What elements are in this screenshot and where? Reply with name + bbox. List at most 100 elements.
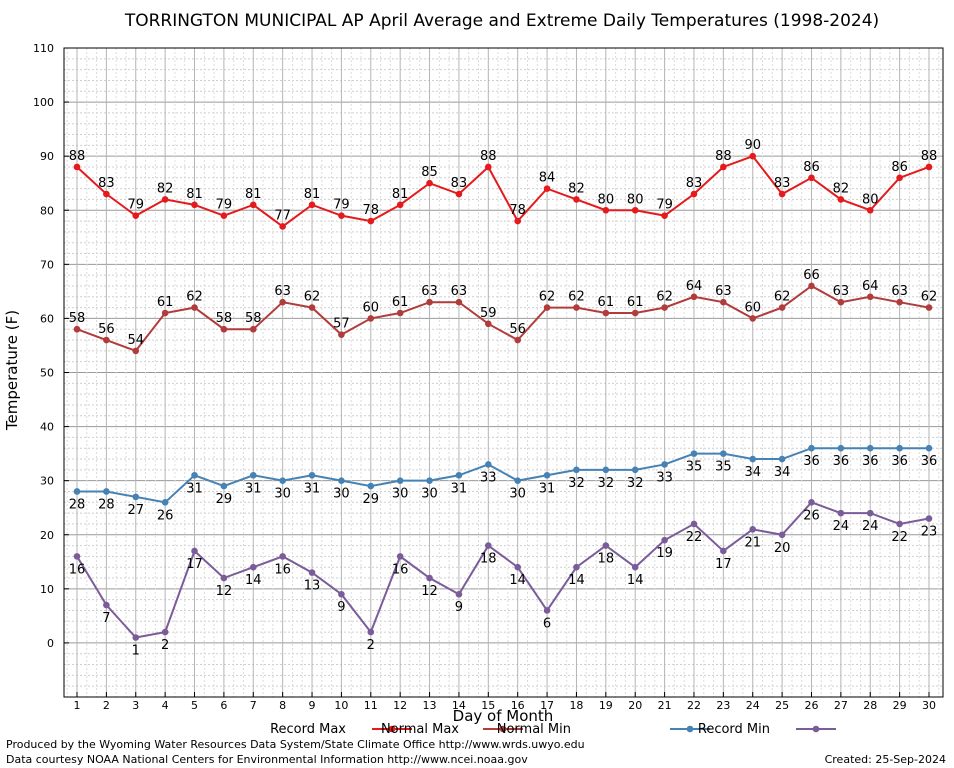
- data-label-normal-min: 32: [627, 476, 644, 491]
- data-label-normal-min: 32: [598, 476, 615, 491]
- data-label-normal-max: 58: [216, 311, 233, 326]
- data-point-normal-min: [338, 477, 345, 484]
- data-label-normal-max: 54: [127, 333, 144, 348]
- data-label-record-max: 77: [274, 208, 291, 223]
- data-label-normal-min: 35: [686, 460, 703, 475]
- data-label-normal-min: 31: [186, 481, 203, 496]
- data-point-record-max: [249, 201, 257, 209]
- data-point-record-min: [308, 569, 316, 576]
- data-label-normal-max: 63: [891, 284, 908, 299]
- footer-produced-by: Produced by the Wyoming Water Resources …: [6, 738, 585, 751]
- footer-created: Created: 25-Sep-2024: [824, 753, 946, 766]
- data-label-normal-max: 62: [774, 290, 791, 305]
- x-tick-label: 13: [423, 699, 437, 712]
- data-label-record-max: 90: [744, 138, 761, 153]
- data-point-normal-min: [661, 461, 668, 468]
- data-label-record-max: 88: [715, 149, 732, 164]
- data-label-normal-max: 63: [451, 284, 468, 299]
- data-label-record-min: 17: [186, 557, 203, 572]
- data-point-normal-min: [837, 444, 845, 452]
- x-tick-label: 16: [511, 699, 525, 712]
- data-point-record-min: [573, 563, 580, 571]
- data-label-normal-max: 63: [833, 284, 850, 299]
- data-point-record-max: [631, 206, 639, 214]
- data-point-record-min: [866, 509, 874, 517]
- data-label-normal-max: 61: [627, 295, 644, 310]
- x-axis-ticks: 1 2 3 4 5 6 7 8 9 10 11 12 13 14 15 16 17 18 19 20 21 22 23 24 2…: [74, 692, 936, 712]
- data-point-record-max: [837, 196, 845, 203]
- x-tick-label: 3: [132, 699, 139, 712]
- data-point-normal-max: [338, 331, 345, 338]
- data-label-normal-max: 64: [862, 279, 879, 294]
- data-point-record-max: [279, 223, 286, 230]
- data-label-record-min: 21: [744, 535, 761, 550]
- data-point-normal-max: [426, 298, 433, 306]
- data-label-normal-max: 58: [245, 311, 262, 326]
- data-point-record-max: [896, 174, 903, 182]
- data-point-record-min: [455, 590, 463, 598]
- data-label-normal-max: 62: [921, 290, 938, 305]
- data-point-normal-max: [690, 293, 698, 301]
- legend-marker-record-max: [388, 725, 396, 733]
- x-tick-label: 24: [746, 699, 760, 712]
- data-point-record-min: [925, 515, 933, 522]
- data-point-record-max: [396, 201, 404, 209]
- data-label-record-max: 80: [862, 192, 879, 207]
- data-label-record-max: 79: [656, 198, 673, 213]
- data-point-record-min: [191, 547, 198, 555]
- data-point-normal-max: [749, 315, 757, 322]
- data-point-record-min: [132, 634, 140, 641]
- data-point-normal-max: [866, 293, 874, 301]
- x-tick-label: 20: [628, 699, 642, 712]
- data-label-normal-min: 30: [509, 487, 526, 502]
- series-line-normal-min: [77, 447, 929, 504]
- x-tick-label: 21: [658, 699, 672, 712]
- data-label-normal-min: 28: [69, 497, 86, 512]
- data-label-normal-min: 36: [833, 454, 850, 469]
- data-label-normal-min: 33: [480, 470, 497, 485]
- data-label-record-max: 80: [598, 192, 615, 207]
- data-label-record-max: 80: [627, 192, 644, 207]
- data-point-record-min: [338, 590, 345, 598]
- data-label-normal-max: 61: [392, 295, 409, 310]
- data-label-record-max: 81: [245, 187, 262, 202]
- data-label-record-min: 26: [803, 508, 820, 523]
- data-point-record-min: [778, 531, 786, 539]
- data-point-record-min: [543, 607, 551, 614]
- data-point-record-min: [749, 526, 757, 533]
- x-tick-label: 18: [569, 699, 583, 712]
- data-point-normal-min: [778, 455, 786, 463]
- data-point-normal-max: [103, 336, 110, 344]
- data-label-normal-max: 63: [274, 284, 291, 299]
- data-point-normal-min: [485, 461, 492, 468]
- data-point-normal-min: [455, 471, 463, 479]
- data-point-record-max: [426, 179, 433, 187]
- legend-label-normal-min: Normal Min: [497, 722, 571, 737]
- data-point-record-max: [220, 212, 228, 219]
- data-point-normal-min: [308, 471, 316, 479]
- data-label-normal-max: 61: [157, 295, 174, 310]
- y-tick-label: 40: [40, 421, 54, 434]
- data-label-record-min: 16: [69, 562, 86, 577]
- data-label-normal-min: 36: [803, 454, 820, 469]
- data-label-normal-max: 62: [186, 290, 203, 305]
- data-point-normal-max: [808, 282, 815, 290]
- data-label-normal-min: 31: [451, 481, 468, 496]
- data-label-normal-min: 31: [245, 481, 262, 496]
- data-point-record-min: [661, 536, 668, 544]
- data-label-record-min: 24: [862, 519, 879, 534]
- data-label-record-min: 2: [161, 638, 169, 653]
- data-label-record-max: 86: [891, 160, 908, 175]
- data-label-record-max: 83: [774, 176, 791, 191]
- data-label-record-min: 22: [891, 530, 908, 545]
- data-point-normal-max: [485, 320, 492, 328]
- data-label-normal-max: 63: [715, 284, 732, 299]
- data-label-record-max: 88: [921, 149, 938, 164]
- data-label-record-min: 12: [216, 584, 233, 599]
- data-label-record-min: 16: [392, 562, 409, 577]
- x-tick-label: 10: [334, 699, 348, 712]
- data-point-normal-min: [103, 488, 110, 495]
- data-point-record-max: [485, 163, 492, 171]
- data-point-normal-max: [837, 298, 845, 306]
